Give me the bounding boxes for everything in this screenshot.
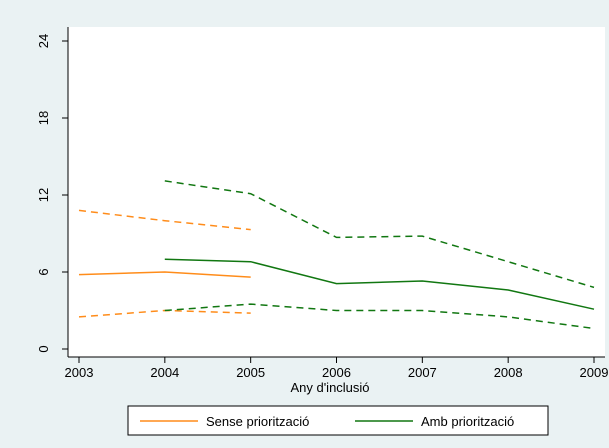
x-tick-label: 2009 — [580, 365, 609, 380]
y-tick-label: 12 — [36, 188, 51, 202]
y-tick-label: 0 — [36, 345, 51, 352]
plot-area — [68, 27, 605, 357]
series-line-0 — [78, 271, 251, 278]
x-tick-label: 2005 — [236, 365, 265, 380]
x-axis-title: Any d'inclusió — [290, 380, 369, 395]
y-tick-label: 6 — [36, 268, 51, 275]
y-axis-ticks: 0 6 12 18 24 — [36, 34, 68, 353]
x-tick-label: 2006 — [322, 365, 351, 380]
legend-label-sense: Sense priorització — [206, 414, 309, 429]
x-tick-label: 2007 — [408, 365, 437, 380]
y-tick-label: 18 — [36, 111, 51, 125]
series-line-4 — [164, 180, 595, 289]
y-tick-label: 24 — [36, 34, 51, 48]
x-tick-label: 2003 — [65, 365, 94, 380]
series-line-3 — [164, 258, 595, 310]
x-axis-ticks: 2003 2004 2005 2006 2007 2008 2009 — [65, 357, 609, 380]
x-tick-label: 2008 — [494, 365, 523, 380]
series-line-1 — [78, 209, 251, 231]
legend-label-amb: Amb priorització — [421, 414, 514, 429]
legend: Sense priorització Amb priorització — [127, 405, 549, 436]
series-layer — [78, 180, 595, 330]
x-tick-label: 2004 — [150, 365, 179, 380]
